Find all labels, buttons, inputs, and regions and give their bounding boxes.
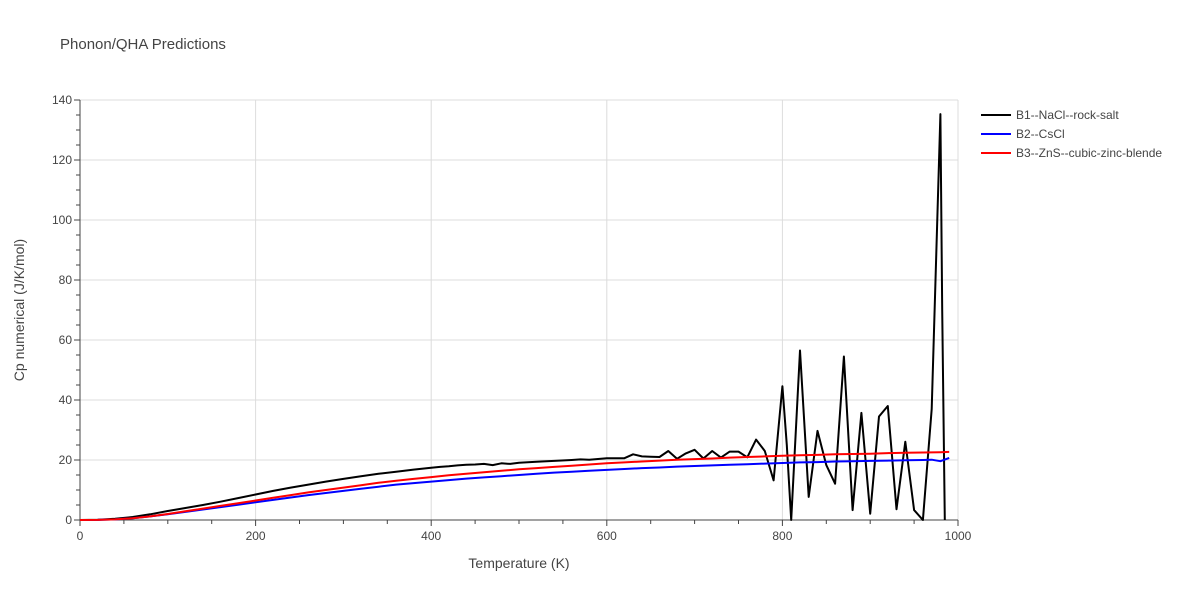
x-tick-label: 600 xyxy=(597,529,617,543)
x-tick-label: 400 xyxy=(421,529,441,543)
y-tick-label: 0 xyxy=(65,513,72,527)
chart-title: Phonon/QHA Predictions xyxy=(60,36,226,53)
y-tick-label: 80 xyxy=(59,273,73,287)
y-tick-label: 60 xyxy=(59,333,73,347)
legend-label-3[interactable]: B3--ZnS--cubic-zinc-blende xyxy=(1016,146,1162,160)
series-line-2[interactable] xyxy=(79,456,950,521)
y-tick-label: 20 xyxy=(59,453,73,467)
axes: 0 20 40 60 80 100 120 140 0 200 400 600 800 1000 xyxy=(52,93,972,543)
y-tick-label: 120 xyxy=(52,153,72,167)
x-tick-label: 0 xyxy=(77,529,84,543)
series-line-1[interactable] xyxy=(79,113,946,521)
x-axis-title: Temperature (K) xyxy=(468,555,569,571)
legend-label-1[interactable]: B1--NaCl--rock-salt xyxy=(1016,108,1119,122)
series-lines[interactable] xyxy=(79,113,950,521)
y-tick-label: 100 xyxy=(52,213,72,227)
legend-label-2[interactable]: B2--CsCl xyxy=(1016,127,1065,141)
series-line-3[interactable] xyxy=(79,450,950,521)
legend[interactable]: B1--NaCl--rock-salt B2--CsCl B3--ZnS--cubi… xyxy=(981,108,1162,160)
y-tick-label: 140 xyxy=(52,93,72,107)
x-tick-label: 800 xyxy=(772,529,792,543)
x-tick-label: 200 xyxy=(246,529,266,543)
grid-lines xyxy=(80,99,959,520)
y-tick-label: 40 xyxy=(59,393,73,407)
x-tick-label: 1000 xyxy=(945,529,972,543)
y-axis-title: Cp numerical (J/K/mol) xyxy=(11,239,27,381)
